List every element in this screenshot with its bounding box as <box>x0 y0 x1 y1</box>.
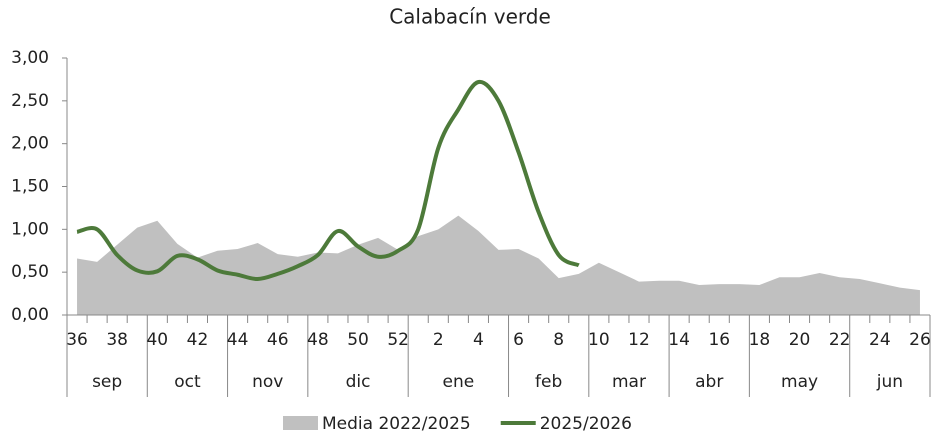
y-tick-label: 2,50 <box>11 91 49 111</box>
month-label: mar <box>612 372 646 392</box>
x-tick-label: 22 <box>829 330 851 350</box>
month-label: feb <box>535 372 562 392</box>
x-tick-label: 48 <box>307 330 329 350</box>
month-label: jun <box>876 372 903 392</box>
month-label: dic <box>346 372 371 392</box>
month-label: oct <box>174 372 201 392</box>
x-tick-label: 8 <box>553 330 564 350</box>
legend-label: Media 2022/2025 <box>322 414 471 434</box>
y-tick-label: 1,50 <box>11 177 49 197</box>
x-tick-label: 12 <box>628 330 650 350</box>
x-tick-label: 40 <box>146 330 168 350</box>
x-tick-label: 36 <box>66 330 88 350</box>
month-label: may <box>781 372 818 392</box>
x-tick-label: 20 <box>789 330 811 350</box>
chart-title: Calabacín verde <box>389 5 551 29</box>
x-tick-label: 42 <box>187 330 209 350</box>
x-tick-label: 16 <box>708 330 730 350</box>
month-label: abr <box>695 372 723 392</box>
month-label: ene <box>443 372 475 392</box>
x-tick-label: 6 <box>513 330 524 350</box>
month-label: nov <box>252 372 283 392</box>
x-tick-label: 10 <box>588 330 610 350</box>
x-tick-label: 2 <box>433 330 444 350</box>
x-tick-label: 24 <box>869 330 891 350</box>
legend-swatch <box>283 416 318 430</box>
x-tick-label: 52 <box>387 330 409 350</box>
x-tick-label: 38 <box>106 330 128 350</box>
x-tick-label: 44 <box>227 330 249 350</box>
x-tick-label: 46 <box>267 330 289 350</box>
x-tick-label: 18 <box>749 330 771 350</box>
y-tick-label: 3,00 <box>11 48 49 68</box>
y-tick-label: 0,00 <box>11 305 49 325</box>
y-tick-label: 0,50 <box>11 262 49 282</box>
x-tick-label: 4 <box>473 330 484 350</box>
x-tick-label: 14 <box>668 330 690 350</box>
month-label: sep <box>92 372 122 392</box>
x-tick-label: 50 <box>347 330 369 350</box>
line <box>76 79 580 282</box>
x-tick-label: 26 <box>909 330 931 350</box>
legend-label: 2025/2026 <box>540 414 632 434</box>
y-tick-label: 1,00 <box>11 219 49 239</box>
y-tick-label: 2,00 <box>11 134 49 154</box>
area <box>77 215 920 315</box>
